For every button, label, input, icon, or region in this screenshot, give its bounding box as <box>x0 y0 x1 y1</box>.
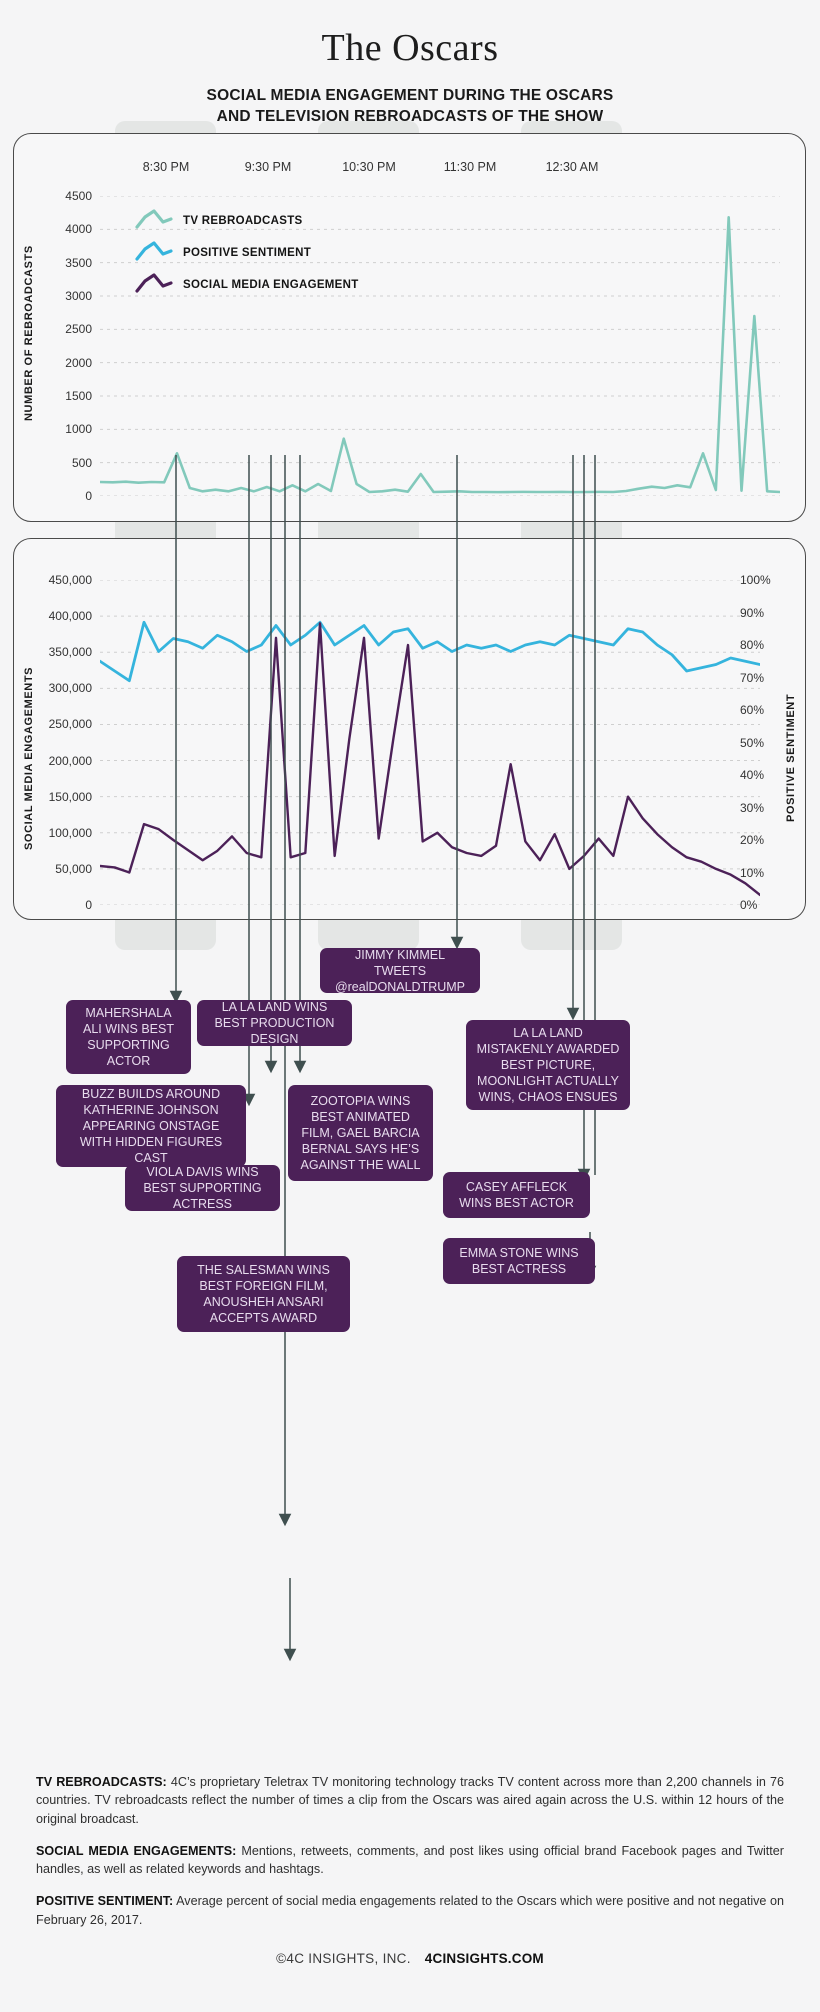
legend-item-social-media-engagement: SOCIAL MEDIA ENGAGEMENT <box>135 272 359 298</box>
footnote-text-sentiment: Average percent of social media engageme… <box>36 1894 785 1927</box>
chart2-y-tick-left: 150,000 <box>48 789 92 804</box>
chart2-y-tick-right: 80% <box>740 638 765 652</box>
chart2-y-tick-left: 400,000 <box>48 609 92 624</box>
legend-line-icon <box>135 273 173 293</box>
footnote-text-tv: 4C’s proprietary Teletrax TV monitoring … <box>36 1775 785 1826</box>
chart1-y-tick: 3500 <box>65 255 92 270</box>
chart2-y-tick-left: 450,000 <box>48 573 92 587</box>
chart1-y-axis-label: NUMBER OF REBROADCASTS <box>23 245 35 421</box>
subtitle-line-2: AND TELEVISION REBROADCASTS OF THE SHOW <box>216 107 604 125</box>
chart2-y-tick-left: 250,000 <box>48 717 92 732</box>
legend-label-social-media-engagement: SOCIAL MEDIA ENGAGEMENT <box>183 279 359 291</box>
chart1-y-tick: 4500 <box>65 189 92 203</box>
chart1-y-tick: 2500 <box>65 322 92 337</box>
chart2-y-tick-right: 40% <box>740 768 765 782</box>
callout-emma-stone[interactable]: EMMA STONE WINS BEST ACTRESS <box>443 1238 595 1284</box>
footnote-positive-sentiment: POSITIVE SENTIMENT: Average percent of s… <box>36 1892 784 1929</box>
chart-legend: TV REBROADCASTS POSITIVE SENTIMENT SOCIA… <box>135 208 359 304</box>
callout-mahershala-ali[interactable]: MAHERSHALA ALI WINS BEST SUPPORTING ACTO… <box>66 1000 191 1074</box>
chart1-y-tick: 500 <box>71 455 92 470</box>
website-link[interactable]: 4CINSIGHTS.COM <box>424 1950 544 1966</box>
footnote-text-social: Mentions, retweets, comments, and post l… <box>36 1843 785 1876</box>
chart2-plot-area <box>98 579 762 906</box>
credit-line: ©4C INSIGHTS, INC. 4CINSIGHTS.COM <box>36 1951 784 1966</box>
chart1-plot-area <box>98 195 782 497</box>
footer: TV REBROADCASTS: 4C’s proprietary Teletr… <box>36 1773 784 1966</box>
legend-line-icon <box>135 209 173 229</box>
callout-lalaland-mistake[interactable]: LA LA LAND MISTAKENLY AWARDED BEST PICTU… <box>466 1020 630 1110</box>
chart2-y-tick-left: 350,000 <box>48 645 92 660</box>
x-tick-1: 9:30 PM <box>244 160 292 174</box>
page-title: The Oscars <box>321 27 499 69</box>
footnote-tv-rebroadcasts: TV REBROADCASTS: 4C’s proprietary Teletr… <box>36 1773 784 1828</box>
x-tick-0: 8:30 PM <box>142 160 190 174</box>
callout-the-salesman[interactable]: THE SALESMAN WINS BEST FOREIGN FILM, ANO… <box>177 1256 350 1332</box>
chart-panel-tv-rebroadcasts <box>13 133 806 522</box>
callout-viola-davis[interactable]: VIOLA DAVIS WINS BEST SUPPORTING ACTRESS <box>125 1165 280 1211</box>
legend-label-tv-rebroadcasts: TV REBROADCASTS <box>183 215 303 227</box>
footnote-label-tv: TV REBROADCASTS: <box>36 1775 167 1789</box>
chart2-y-tick-right: 90% <box>740 605 765 620</box>
footnote-label-social: SOCIAL MEDIA ENGAGEMENTS: <box>36 1843 237 1858</box>
legend-item-positive-sentiment: POSITIVE SENTIMENT <box>135 240 359 266</box>
chart2-y-tick-right: 50% <box>740 735 765 750</box>
chart2-y-tick-left: 300,000 <box>48 681 92 696</box>
chart2-y-tick-right: 0% <box>740 898 758 912</box>
chart2-y-tick-left: 50,000 <box>55 861 92 876</box>
chart2-y-tick-right: 30% <box>740 800 765 815</box>
chart1-y-tick: 2000 <box>65 355 92 370</box>
legend-item-tv-rebroadcasts: TV REBROADCASTS <box>135 208 359 234</box>
chart2-y-tick-left: 100,000 <box>48 825 92 840</box>
chart1-y-tick: 4000 <box>65 222 92 237</box>
chart1-y-tick: 1500 <box>65 389 92 403</box>
chart2-y-tick-left: 0 <box>85 898 92 912</box>
chart2-y-tick-right: 60% <box>740 703 765 717</box>
legend-line-icon <box>135 241 173 261</box>
callout-lalaland-production-design[interactable]: LA LA LAND WINS BEST PRODUCTION DESIGN <box>197 1000 352 1046</box>
page-subtitle: SOCIAL MEDIA ENGAGEMENT DURING THE OSCAR… <box>0 86 820 128</box>
chart2-y-tick-right: 70% <box>740 670 765 685</box>
callout-zootopia[interactable]: ZOOTOPIA WINS BEST ANIMATED FILM, GAEL B… <box>288 1085 433 1181</box>
chart2-y-tick-right: 10% <box>740 865 765 880</box>
copyright-text: ©4C INSIGHTS, INC. <box>276 1950 411 1966</box>
subtitle-line-1: SOCIAL MEDIA ENGAGEMENT DURING THE OSCAR… <box>206 87 614 104</box>
callout-casey-affleck[interactable]: CASEY AFFLECK WINS BEST ACTOR <box>443 1172 590 1218</box>
footnote-social-media: SOCIAL MEDIA ENGAGEMENTS: Mentions, retw… <box>36 1842 784 1879</box>
chart2-y-tick-right: 100% <box>740 573 771 587</box>
chart1-y-tick: 1000 <box>65 422 92 437</box>
callout-buzz-katherine-johnson[interactable]: BUZZ BUILDS AROUND KATHERINE JOHNSON APP… <box>56 1085 246 1167</box>
chart2-svg <box>98 579 762 906</box>
callout-jimmy-kimmel[interactable]: JIMMY KIMMEL TWEETS @realDONALDTRUMP <box>320 948 480 994</box>
callout-connectors <box>169 455 597 1662</box>
chart1-y-tick: 3000 <box>65 289 92 303</box>
x-tick-4: 12:30 AM <box>545 160 599 174</box>
chart-panel-engagement <box>13 538 806 920</box>
chart2-y-tick-right: 20% <box>740 833 765 847</box>
footnote-label-sentiment: POSITIVE SENTIMENT: <box>36 1894 174 1909</box>
chart2-y-tick-left: 200,000 <box>48 753 92 768</box>
chart1-y-tick: 0 <box>85 489 92 503</box>
legend-label-positive-sentiment: POSITIVE SENTIMENT <box>183 247 312 259</box>
x-tick-3: 11:30 PM <box>443 160 497 174</box>
x-tick-2: 10:30 PM <box>342 160 396 174</box>
